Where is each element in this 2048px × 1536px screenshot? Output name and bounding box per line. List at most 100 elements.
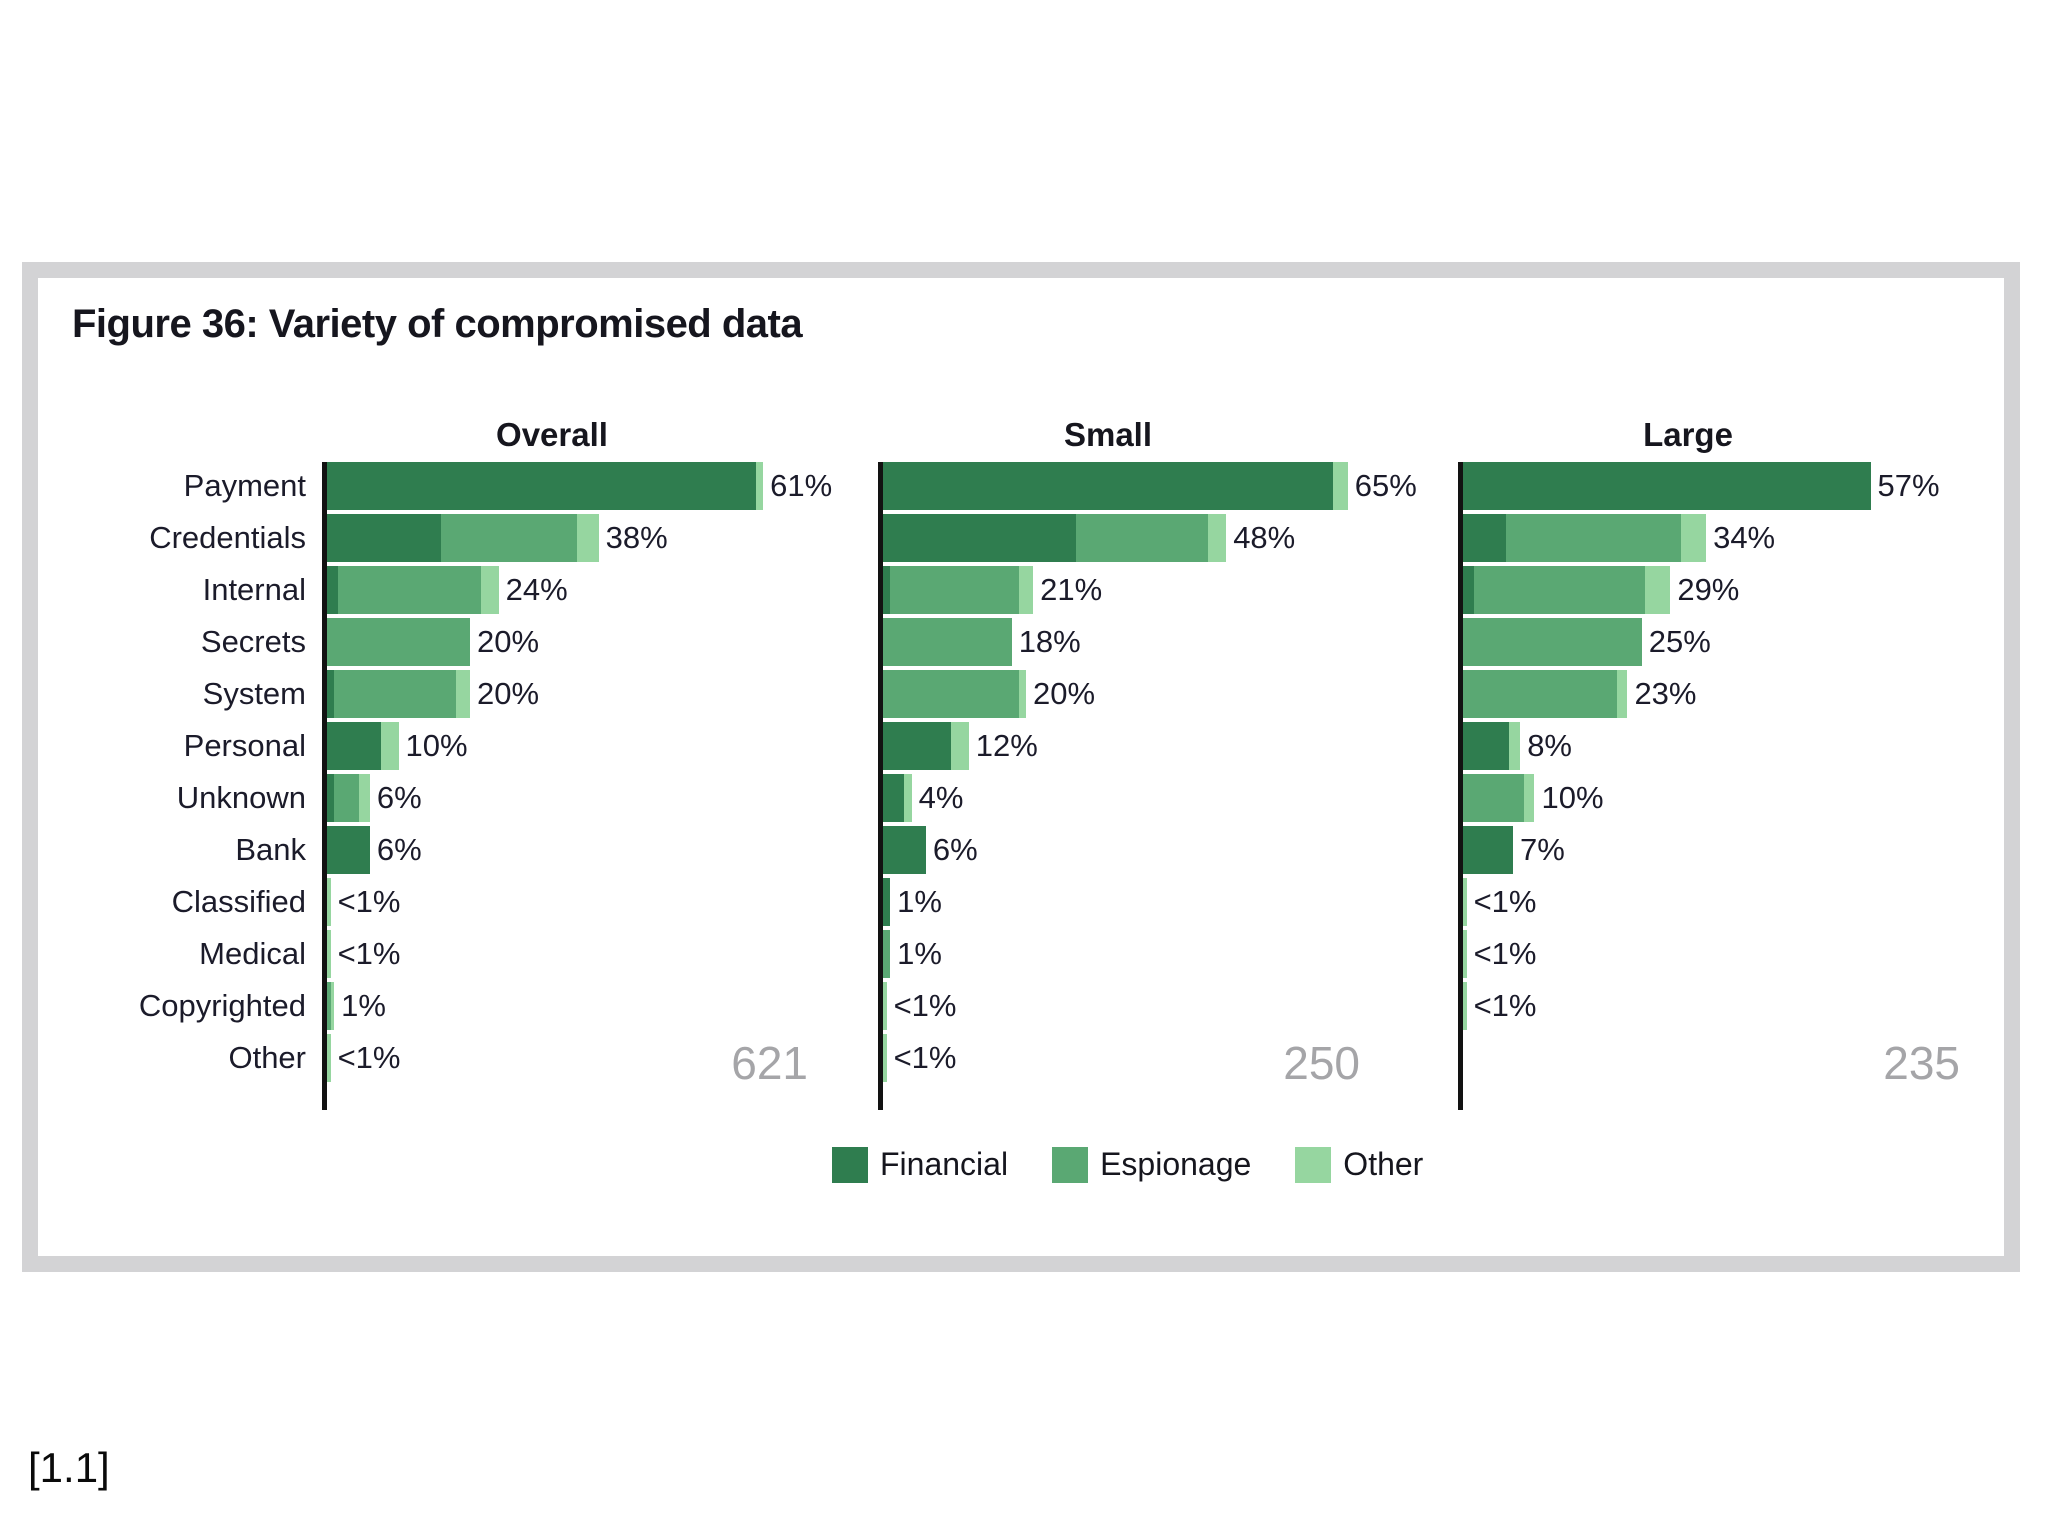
- bar-row: 6%: [327, 826, 862, 874]
- bar-segment-other: [904, 774, 912, 822]
- bar-value-label: 21%: [1040, 572, 1103, 607]
- bar-row: 8%: [1463, 722, 1998, 770]
- bar-segment-other: [950, 722, 969, 770]
- bar-segment-financial: [1463, 722, 1510, 770]
- legend-item-other: Other: [1295, 1146, 1423, 1183]
- bar-row: 1%: [883, 930, 1418, 978]
- bar-value-label: 6%: [932, 832, 978, 867]
- bar-segment-financial: [327, 514, 442, 562]
- bar-row: 6%: [883, 826, 1418, 874]
- legend-label: Espionage: [1100, 1146, 1252, 1182]
- bar-row: 7%: [1463, 826, 1998, 874]
- bar-row: 6%: [327, 774, 862, 822]
- bar-row: <1%: [883, 1034, 1418, 1082]
- bar-value-label: 34%: [1713, 520, 1776, 555]
- plot-overall: 61% 38% 24% 20% 20% 10% 6% 6% <1% <1% 1% <1%: [322, 462, 862, 1110]
- bar-row: 20%: [883, 670, 1418, 718]
- bar-segment-other: [359, 774, 370, 822]
- bar-value-label: 20%: [1032, 676, 1096, 711]
- bar-row: <1%: [1463, 930, 1998, 978]
- bar-segment-other: [1018, 566, 1034, 614]
- legend-label: Financial: [880, 1146, 1009, 1182]
- bar-segment-financial: [883, 878, 891, 926]
- bar-row: 61%: [327, 462, 862, 510]
- bar-value-label: 1%: [897, 884, 942, 919]
- bar-value-label: <1%: [893, 1040, 957, 1075]
- bar-segment-other: [330, 982, 335, 1030]
- bar-segment-other: [1018, 670, 1026, 718]
- bar-value-label: <1%: [337, 1040, 401, 1075]
- bar-row: <1%: [327, 930, 862, 978]
- category-label: Credentials: [149, 520, 306, 555]
- bar-value-label: 18%: [1018, 624, 1081, 659]
- bar-value-label: 7%: [1520, 832, 1565, 867]
- bar-value-label: 61%: [770, 468, 833, 503]
- category-label: Other: [228, 1040, 306, 1075]
- sample-size-large: 235: [1883, 1037, 1960, 1089]
- other-swatch-icon: [1295, 1146, 1332, 1183]
- financial-swatch-icon: [832, 1146, 868, 1183]
- bar-segment-other: [756, 462, 764, 510]
- bar-row: 10%: [327, 722, 862, 770]
- bar-segment-espionage: [337, 566, 481, 614]
- bar-segment-other: [577, 514, 599, 562]
- category-labels-column: Payment Credentials Internal Secrets System P…: [38, 462, 306, 1086]
- bar-row: 4%: [883, 774, 1418, 822]
- bar-row: 29%: [1463, 566, 1998, 614]
- bar-segment-financial: [327, 826, 370, 874]
- bar-segment-other: [1616, 670, 1628, 718]
- bar-row: <1%: [1463, 982, 1998, 1030]
- bar-row: 20%: [327, 618, 862, 666]
- bar-segment-financial: [327, 722, 381, 770]
- bar-row: 24%: [327, 566, 862, 614]
- bar-value-label: <1%: [337, 884, 401, 919]
- bar-value-label: 10%: [1541, 780, 1604, 815]
- bar-segment-espionage: [883, 618, 1012, 666]
- bar-segment-financial: [327, 566, 338, 614]
- bar-value-label: <1%: [1473, 988, 1537, 1023]
- bar-row: 10%: [1463, 774, 1998, 822]
- bar-row: 23%: [1463, 670, 1998, 718]
- bar-value-label: 4%: [918, 780, 964, 815]
- legend-item-espionage: Espionage: [1052, 1146, 1251, 1183]
- bar-value-label: 25%: [1648, 624, 1711, 659]
- bar-segment-other: [1509, 722, 1521, 770]
- bar-segment-other: [480, 566, 499, 614]
- bar-row: 25%: [1463, 618, 1998, 666]
- plot-small: 65% 48% 21% 18% 20% 12% 4% 6% 1% 1% <1% <1%: [878, 462, 1418, 1110]
- bar-segment-other: [1463, 982, 1467, 1030]
- espionage-swatch-icon: [1052, 1146, 1089, 1183]
- bar-segment-other: [1645, 566, 1671, 614]
- bar-value-label: 48%: [1233, 520, 1296, 555]
- panel-header-overall: Overall: [496, 416, 608, 453]
- figure-title: Figure 36: Variety of compromised data: [72, 302, 803, 346]
- bar-segment-financial: [327, 462, 756, 510]
- bar-row: 57%: [1463, 462, 1998, 510]
- bar-value-label: <1%: [337, 936, 401, 971]
- bar-value-label: <1%: [1473, 884, 1537, 919]
- bar-row: <1%: [327, 878, 862, 926]
- bar-value-label: 6%: [376, 832, 422, 867]
- bar-segment-financial: [883, 722, 951, 770]
- category-label: Payment: [183, 468, 306, 503]
- bar-segment-espionage: [1463, 670, 1617, 718]
- figure-frame: Figure 36: Variety of compromised data O…: [22, 262, 2020, 1272]
- bar-segment-financial: [1463, 462, 1871, 510]
- bar-value-label: 8%: [1527, 728, 1572, 763]
- bar-segment-financial: [1463, 826, 1514, 874]
- bar-segment-financial: [883, 566, 891, 614]
- bar-row: 38%: [327, 514, 862, 562]
- bar-row: 20%: [327, 670, 862, 718]
- bar-segment-espionage: [890, 566, 1019, 614]
- bar-segment-financial: [327, 774, 335, 822]
- category-label: Classified: [171, 884, 306, 919]
- bar-segment-other: [1681, 514, 1707, 562]
- bar-value-label: <1%: [1473, 936, 1537, 971]
- bar-segment-other: [883, 982, 887, 1030]
- bar-row: 21%: [883, 566, 1418, 614]
- bar-segment-other: [1523, 774, 1535, 822]
- panel-header-large: Large: [1643, 416, 1733, 453]
- bar-row: 48%: [883, 514, 1418, 562]
- bar-segment-espionage: [1463, 774, 1524, 822]
- bar-segment-financial: [883, 514, 1077, 562]
